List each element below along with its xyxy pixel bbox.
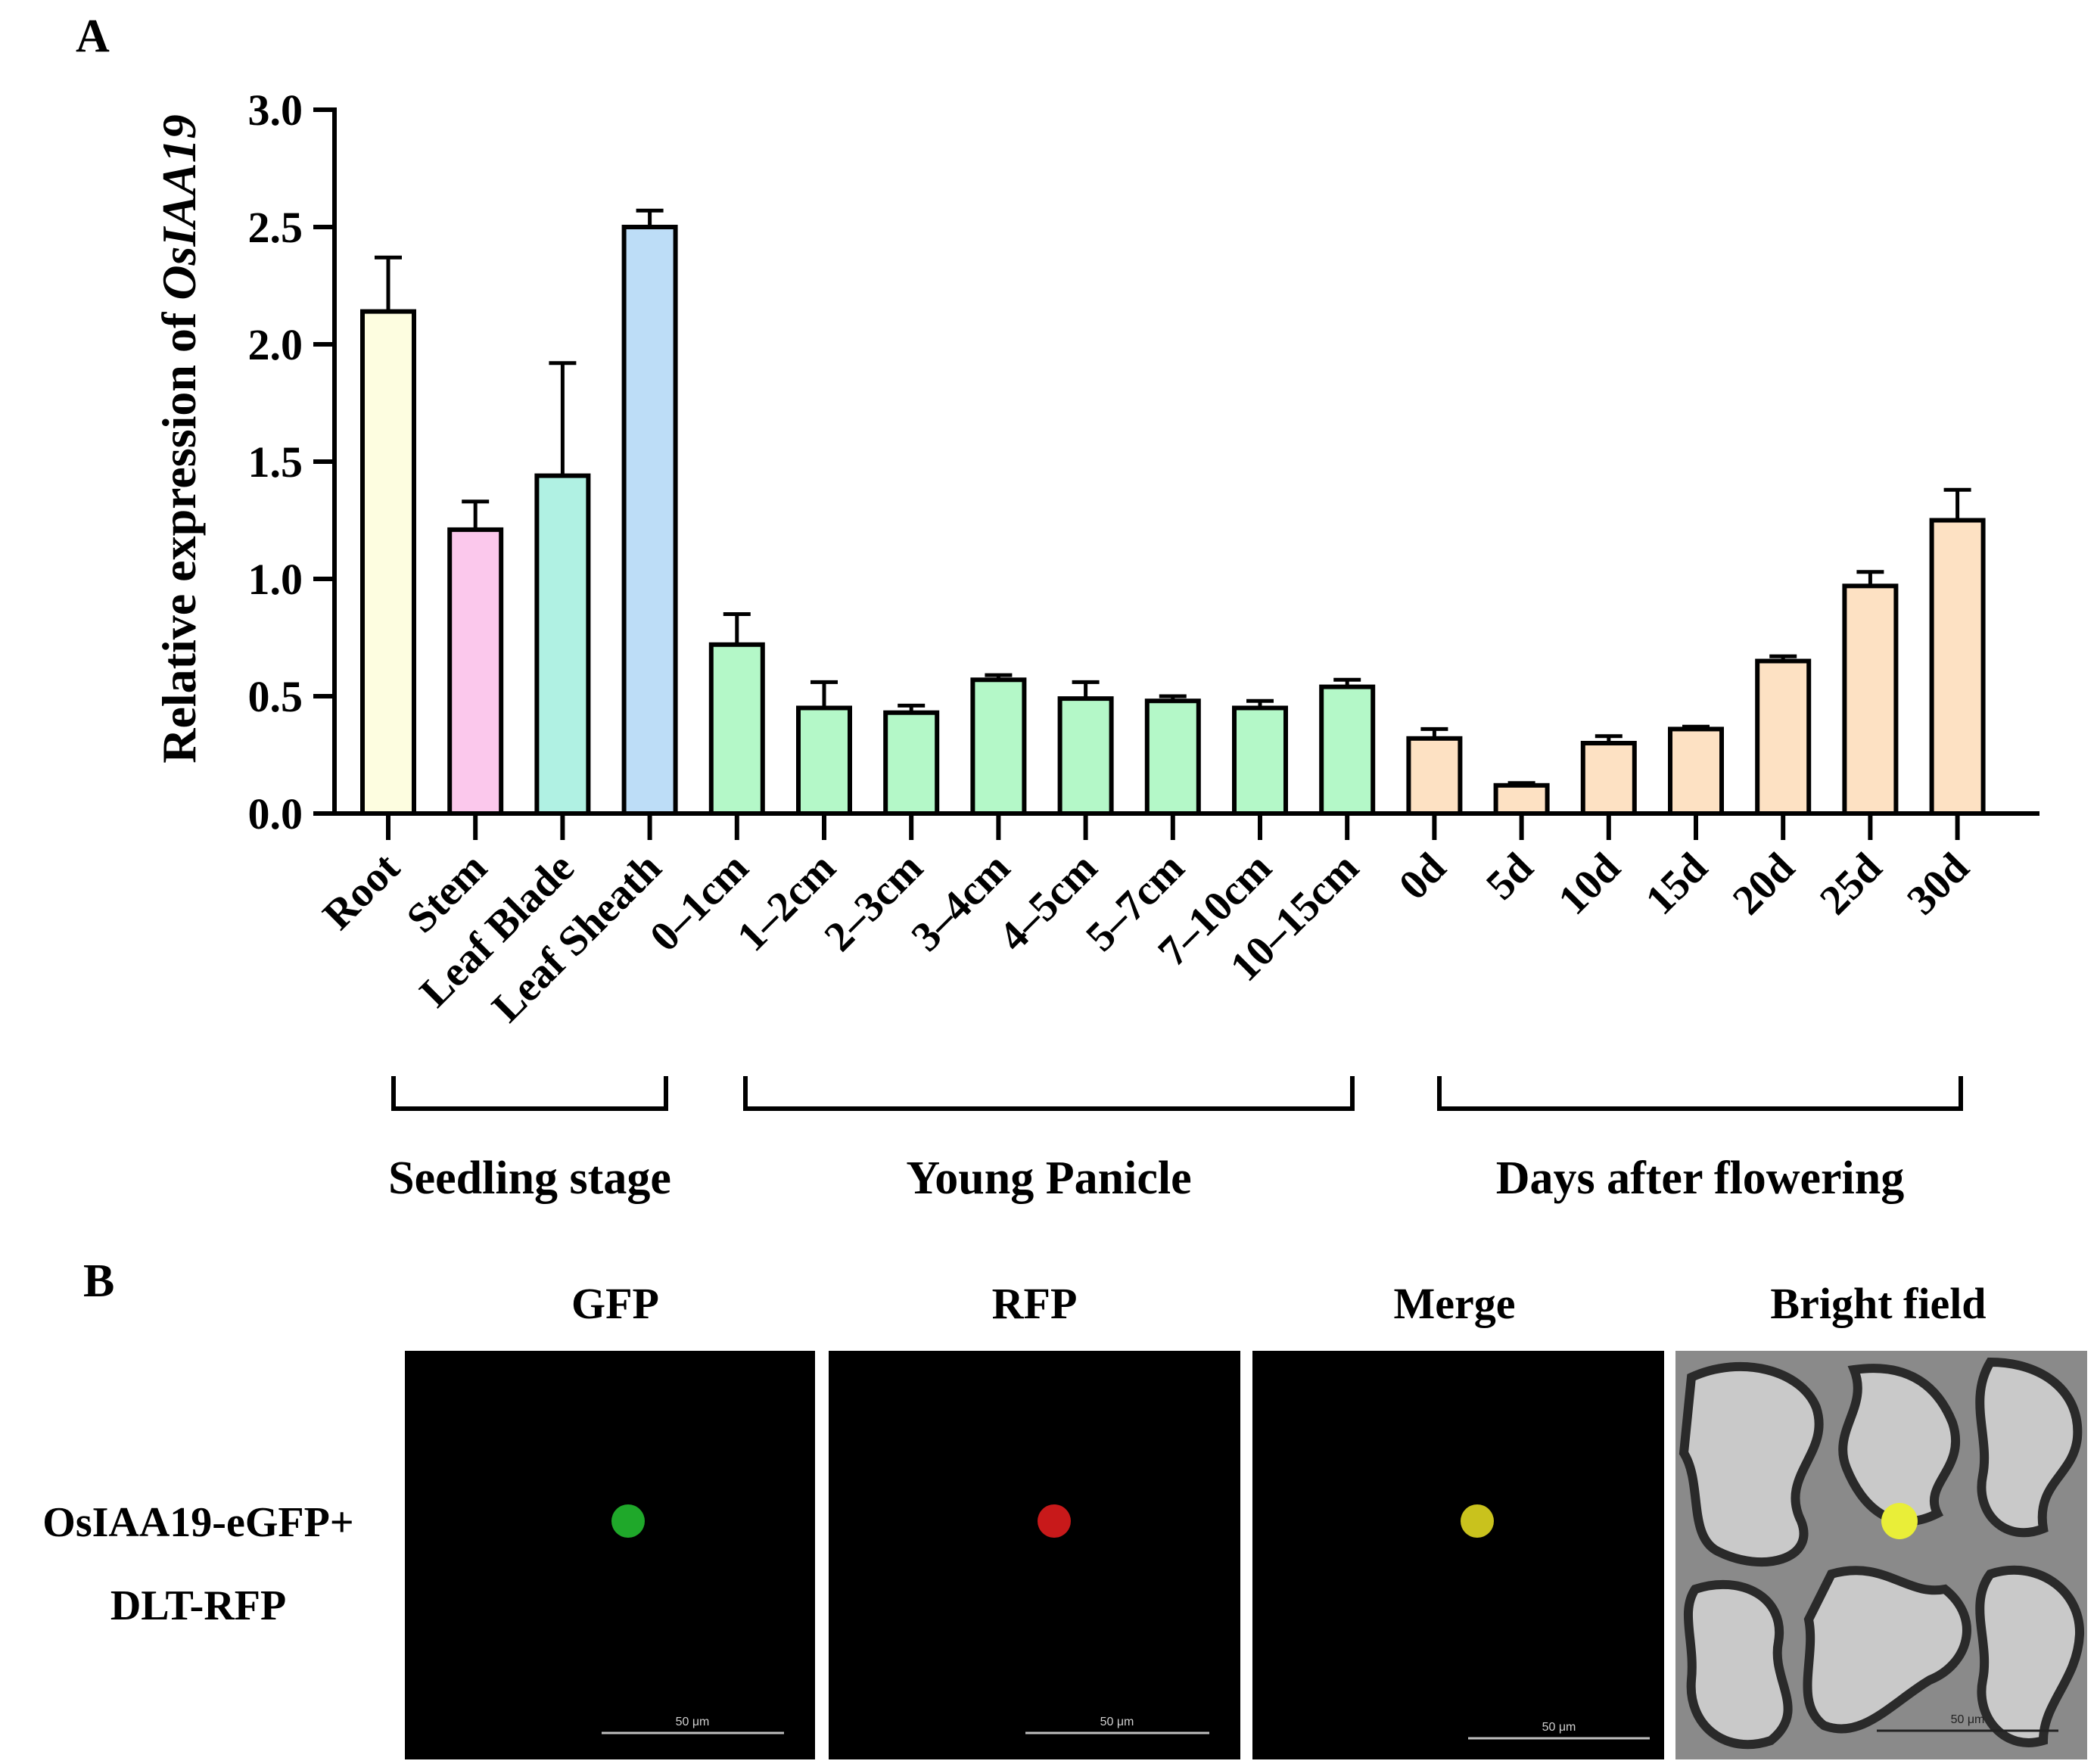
column-title-bright-field: Bright field [1770,1279,1986,1328]
bar [1929,518,1986,816]
bar [1755,658,1812,816]
x-tick-label: 20d [1724,844,1803,923]
rfp-scale-label: 50 μm [1100,1716,1134,1728]
rfp-background [829,1351,1240,1759]
group-bracket [1437,1076,1963,1111]
y-tick-label: 2.5 [248,203,303,252]
y-axis-label: Relative expression of OsIAA19 [152,114,206,763]
group-bracket [743,1076,1355,1111]
y-axis-label-prefix: Relative expression of [152,300,206,764]
y-tick-label: 0.0 [248,789,303,838]
bar [1057,696,1114,816]
x-tick-label: 3–4cm [903,844,1019,960]
panel-b-label: B [83,1255,114,1307]
y-tick-label: 1.0 [248,555,303,604]
x-tick-label: 0–1cm [641,844,758,960]
gfp-background [405,1351,815,1759]
bar [883,710,940,817]
bright-field-image: 50 μm [1675,1351,2087,1759]
column-title-merge: Merge [1394,1279,1516,1328]
column-title-gfp: GFP [571,1279,659,1328]
rfp-nucleus [1038,1504,1071,1538]
y-axis-label-gene: OsIAA19 [152,114,206,300]
y-tick-label: 2.0 [248,320,303,369]
group-label: Days after flowering [1496,1153,1905,1204]
bar [534,473,591,816]
x-tick-label: 30d [1898,844,1977,923]
x-tick-label: 15d [1637,844,1716,923]
bright-field-scale-label: 50 μm [1951,1713,1985,1726]
x-tick-label: 0d [1390,844,1455,909]
bar [447,527,504,817]
cell-outlines [1679,1357,2085,1750]
row-label-line2: DLT-RFP [110,1582,286,1629]
merge-background [1252,1351,1664,1759]
x-tick-label: 10d [1550,844,1629,923]
bar [1319,684,1376,816]
bar [970,677,1027,816]
group-bracket [391,1076,668,1111]
bar [1144,698,1201,817]
panel-a-label: A [76,11,110,62]
x-tick-label: 25d [1811,844,1890,923]
bar [1406,736,1463,816]
bar-chart: Relative expression of OsIAA19 0.0 0.5 1.0… [152,86,2039,1204]
x-tick-label: Root [314,844,409,938]
bright-field-nucleus [1881,1503,1918,1539]
row-label-line1: OsIAA19-eGFP+ [42,1499,353,1546]
gfp-nucleus [611,1504,645,1538]
gfp-image: 50 μm [405,1351,815,1759]
x-tick-label: 4–5cm [990,844,1106,960]
bar [621,225,678,816]
bar [1842,583,1899,816]
rfp-image: 50 μm [829,1351,1240,1759]
gfp-scale-label: 50 μm [676,1716,710,1728]
x-tick-label: 2–3cm [816,844,932,960]
group-label: Young Panicle [906,1153,1191,1204]
bar [796,705,852,816]
merge-nucleus [1461,1504,1494,1538]
microscopy-panel: OsIAA19-eGFP+ DLT-RFP GFP RFP Merge Brig… [42,1279,2087,1759]
x-tick-label: 1–2cm [728,844,845,960]
x-tick-label: 5d [1477,844,1542,909]
y-tick-label: 0.5 [248,672,303,721]
merge-image: 50 μm [1252,1351,1664,1759]
bar [1493,782,1550,817]
y-tick-label: 3.0 [248,86,303,135]
column-title-rfp: RFP [992,1279,1078,1328]
y-tick-label: 1.5 [248,437,303,487]
merge-scale-label: 50 μm [1542,1721,1576,1734]
bar [360,309,416,817]
bar [1580,741,1637,816]
bar [708,642,765,816]
group-label: Seedling stage [388,1153,671,1204]
bar [1232,705,1288,816]
bar [1668,726,1724,817]
